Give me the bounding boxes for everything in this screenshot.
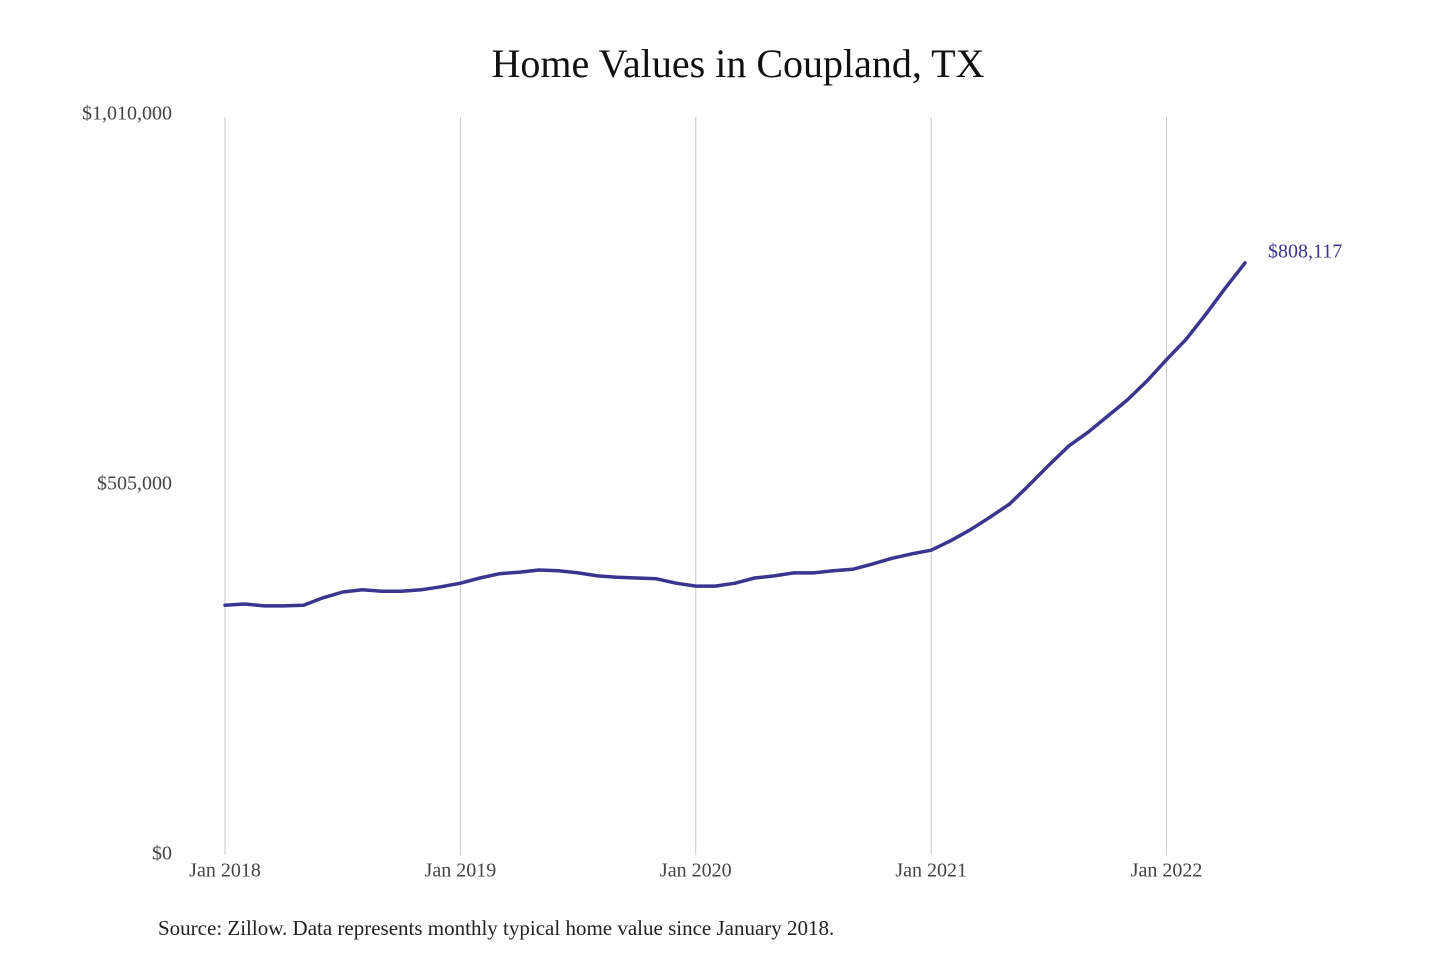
x-tick-label: Jan 2021 <box>895 860 967 882</box>
x-tick-label: Jan 2020 <box>660 860 732 882</box>
chart-title: Home Values in Coupland, TX <box>492 41 985 86</box>
x-tick-label: Jan 2019 <box>425 860 497 882</box>
x-tick-label: Jan 2022 <box>1131 860 1203 882</box>
end-label: $808,117 <box>1268 241 1342 263</box>
line-series <box>223 261 1247 608</box>
x-tick-label: Jan 2018 <box>189 860 261 882</box>
y-tick-label: $0 <box>152 843 172 865</box>
y-tick-label: $1,010,000 <box>82 103 172 125</box>
y-tick-label: $505,000 <box>97 473 172 495</box>
source-note: Source: Zillow. Data represents monthly … <box>158 916 834 940</box>
